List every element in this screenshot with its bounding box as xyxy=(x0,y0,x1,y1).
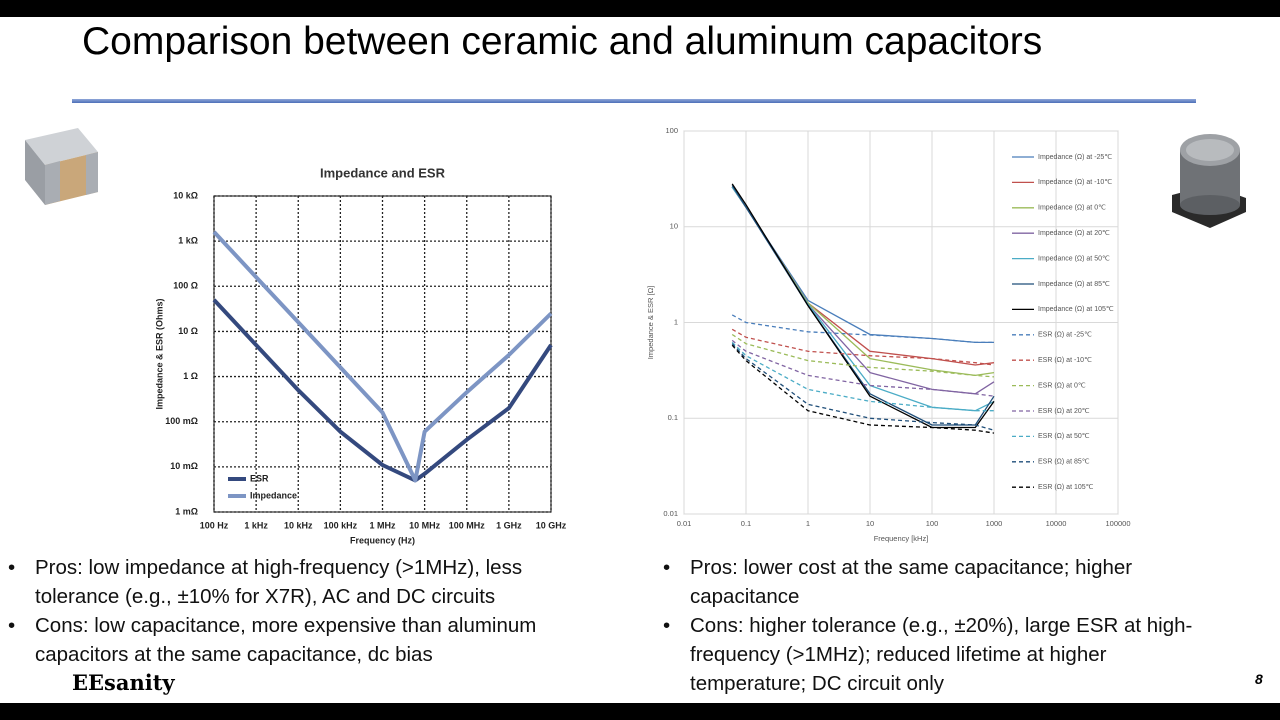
x-tick-label: 10 GHz xyxy=(536,520,567,530)
y-axis-label: Impedance & ESR (Ohms) xyxy=(154,298,164,409)
x-tick-label: 100 kHz xyxy=(324,520,358,530)
y-tick-label: 10 xyxy=(670,222,678,231)
aluminum-capacitor-icon xyxy=(1172,134,1246,228)
x-tick-label: 1 GHz xyxy=(496,520,522,530)
legend-label: ESR (Ω) at 50℃ xyxy=(1038,433,1090,440)
x-axis-label: Frequency (Hz) xyxy=(350,535,415,545)
x-tick-label: 100 MHz xyxy=(449,520,486,530)
chart: 0.01 0.1 1 10 100 0.01 0.1 1 10 100 1000 10000 10000… xyxy=(646,126,1131,543)
y-tick-label: 10 kΩ xyxy=(173,190,198,200)
legend-label: Impedance (Ω) at 105℃ xyxy=(1038,306,1114,313)
legend-label: Impedance (Ω) at 0℃ xyxy=(1038,205,1106,212)
x-tick-label: 10000 xyxy=(1046,519,1067,528)
series-line xyxy=(731,344,995,434)
y-tick-label: 10 Ω xyxy=(178,326,198,336)
x-tick-label: 100 Hz xyxy=(200,520,229,530)
x-tick-label: 1 xyxy=(806,519,810,528)
x-tick-label: 10 xyxy=(866,519,874,528)
title-rule xyxy=(72,99,1196,103)
series-line xyxy=(731,314,994,344)
series-line xyxy=(731,333,995,378)
logo: EEsanity xyxy=(72,670,175,695)
legend-label: ESR (Ω) at 105℃ xyxy=(1038,484,1094,491)
slide-title: Comparison between ceramic and aluminum … xyxy=(82,20,1043,63)
legend-label: Impedance (Ω) at 20℃ xyxy=(1038,230,1110,237)
series-line xyxy=(212,298,553,483)
y-tick-label: 1 Ω xyxy=(183,371,198,381)
legend-label: Impedance (Ω) at -25℃ xyxy=(1038,154,1112,161)
series-line xyxy=(212,230,553,483)
page-number: 8 xyxy=(1255,671,1263,687)
y-tick-label: 0.1 xyxy=(668,413,678,422)
bottom-band xyxy=(0,703,1280,720)
y-tick-label: 100 mΩ xyxy=(165,416,198,426)
y-tick-label: 1 kΩ xyxy=(178,236,198,246)
bullet: Cons: low capacitance, more expensive th… xyxy=(8,611,598,669)
x-tick-label: 1 kHz xyxy=(244,520,268,530)
y-axis-label: Impedance & ESR [Ω] xyxy=(646,286,655,360)
series-line xyxy=(731,343,995,431)
legend-label: Impedance (Ω) at -10℃ xyxy=(1038,179,1112,186)
legend-label: ESR (Ω) at 20℃ xyxy=(1038,408,1090,415)
y-tick-label: 100 Ω xyxy=(173,281,198,291)
x-tick-label: 100 xyxy=(926,519,939,528)
x-tick-label: 0.1 xyxy=(741,519,751,528)
legend-label: ESR xyxy=(250,473,269,483)
chart-title: Impedance and ESR xyxy=(320,165,446,180)
x-tick-label: 10 MHz xyxy=(409,520,441,530)
top-band xyxy=(0,0,1280,17)
x-tick-label: 1 MHz xyxy=(369,520,396,530)
x-axis-label: Frequency [kHz] xyxy=(874,534,929,543)
y-tick-label: 100 xyxy=(665,126,678,135)
series-line xyxy=(731,339,995,397)
y-tick-label: 0.01 xyxy=(663,509,678,518)
legend-label: ESR (Ω) at 0℃ xyxy=(1038,382,1086,389)
legend-label: Impedance (Ω) at 50℃ xyxy=(1038,255,1110,262)
x-tick-label: 1000 xyxy=(986,519,1003,528)
bullet: Pros: low impedance at high-frequency (>… xyxy=(8,553,598,611)
y-tick-label: 1 mΩ xyxy=(175,506,198,516)
legend-label: ESR (Ω) at 85℃ xyxy=(1038,459,1090,466)
y-tick-label: 10 mΩ xyxy=(170,461,198,471)
series-line xyxy=(731,328,995,366)
legend-label: Impedance xyxy=(250,490,297,500)
ceramic-capacitor-icon xyxy=(25,128,98,205)
x-tick-label: 0.01 xyxy=(677,519,692,528)
x-tick-label: 10 kHz xyxy=(284,520,313,530)
legend-label: Impedance (Ω) at 85℃ xyxy=(1038,281,1110,288)
ceramic-bullets: Pros: low impedance at high-frequency (>… xyxy=(8,553,598,669)
legend-label: ESR (Ω) at -25℃ xyxy=(1038,332,1092,339)
series-line xyxy=(731,183,995,429)
bullet: Cons: higher tolerance (e.g., ±20%), lar… xyxy=(663,611,1223,698)
legend-label: ESR (Ω) at -10℃ xyxy=(1038,357,1092,364)
y-tick-label: 1 xyxy=(674,317,678,326)
bullet: Pros: lower cost at the same capacitance… xyxy=(663,553,1223,611)
aluminum-bullets: Pros: lower cost at the same capacitance… xyxy=(663,553,1223,698)
x-tick-label: 100000 xyxy=(1105,519,1130,528)
